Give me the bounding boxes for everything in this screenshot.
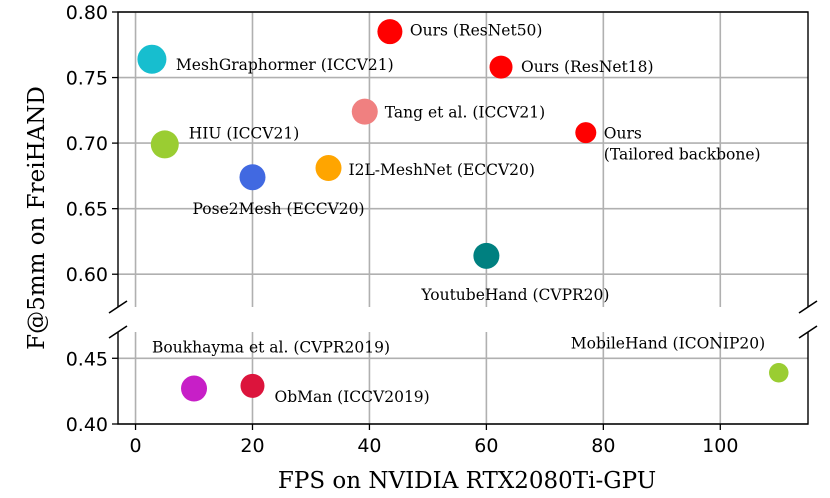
point-label-line: ObMan (ICCV2019) [274, 388, 429, 406]
data-point [239, 164, 266, 191]
point-label: Pose2Mesh (ECCV20) [192, 200, 364, 218]
point-label-line: Boukhayma et al. (CVPR2019) [152, 339, 390, 357]
x-tick-label: 60 [474, 435, 498, 457]
point-label: Boukhayma et al. (CVPR2019) [152, 339, 390, 357]
point-label: YoutubeHand (CVPR20) [420, 286, 609, 304]
point-label-line: MobileHand (ICONIP20) [571, 335, 765, 353]
axis-break-mark [108, 300, 128, 314]
data-point [769, 362, 789, 383]
point-label-line: Tang et al. (ICCV21) [385, 104, 545, 122]
data-point [181, 375, 208, 402]
y-tick-label: 0.40 [66, 414, 108, 436]
point-label-line: HIU (ICCV21) [189, 124, 299, 142]
y-tick-label: 0.60 [66, 264, 108, 286]
point-label-line: I2L-MeshNet (ECCV20) [349, 161, 535, 179]
x-tick-label: 80 [591, 435, 615, 457]
point-labels: Ours (ResNet50) Ours (ResNet18) Ours (Tailo… [152, 22, 765, 406]
x-tick-label: 100 [702, 435, 738, 457]
point-label: ObMan (ICCV2019) [274, 388, 429, 406]
point-label: MeshGraphormer (ICCV21) [176, 56, 394, 74]
data-point [137, 44, 167, 74]
point-label-line: Ours [604, 125, 642, 143]
y-tick-label: 0.75 [66, 68, 108, 90]
data-points [137, 19, 789, 402]
point-label-line: YoutubeHand (CVPR20) [420, 286, 609, 304]
tick-labels: 0 20 40 60 80 100 0.60 0.65 0.70 0.75 0.80 0.40 0.45 [66, 2, 739, 457]
point-label: Tang et al. (ICCV21) [385, 104, 545, 122]
data-point [315, 155, 342, 182]
lower-panel-spine [117, 332, 809, 425]
data-point [489, 55, 513, 79]
point-label-line: MeshGraphormer (ICCV21) [176, 56, 394, 74]
data-point [473, 242, 500, 269]
point-label: Ours (Tailored backbone) [604, 125, 761, 164]
axis-break-mark [798, 325, 818, 339]
point-label-line: Pose2Mesh (ECCV20) [192, 200, 364, 218]
axis-break-mark [108, 325, 128, 339]
data-point [351, 98, 378, 125]
point-label: HIU (ICCV21) [189, 124, 299, 142]
point-label: Ours (ResNet50) [410, 22, 543, 40]
y-tick-label: 0.65 [66, 199, 108, 221]
y-tick-label: 0.80 [66, 2, 108, 24]
point-label: MobileHand (ICONIP20) [571, 335, 765, 353]
data-point [150, 130, 179, 159]
axis-break-mark [798, 300, 818, 314]
point-label: I2L-MeshNet (ECCV20) [349, 161, 535, 179]
data-point [377, 19, 403, 45]
y-tick-label: 0.70 [66, 133, 108, 155]
x-axis-label: FPS on NVIDIA RTX2080Ti-GPU [278, 468, 656, 494]
upper-panel-spine [117, 11, 809, 307]
data-point [575, 122, 597, 144]
point-label: Ours (ResNet18) [521, 58, 654, 76]
data-point [240, 373, 265, 398]
x-tick-label: 0 [129, 435, 141, 457]
x-tick-label: 20 [240, 435, 264, 457]
y-axis-label: F@5mm on FreiHAND [24, 86, 50, 350]
y-tick-label: 0.45 [66, 348, 108, 370]
point-label-line: (Tailored backbone) [604, 146, 761, 164]
axes-frame [108, 11, 818, 430]
point-label-line: Ours (ResNet18) [521, 58, 654, 76]
x-tick-label: 40 [357, 435, 381, 457]
point-label-line: Ours (ResNet50) [410, 22, 543, 40]
